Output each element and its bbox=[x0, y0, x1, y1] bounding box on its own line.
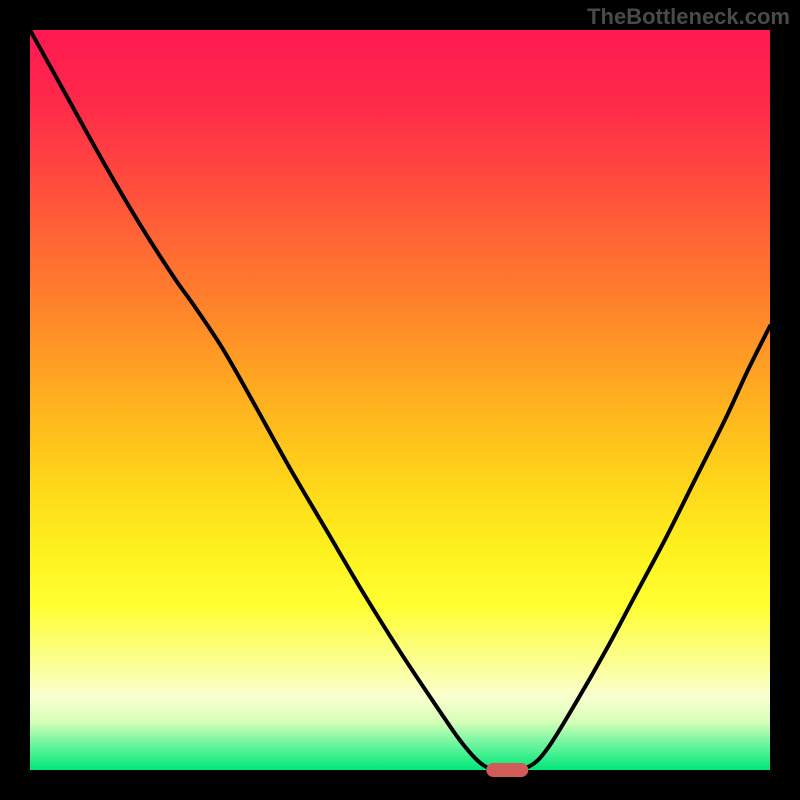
optimal-point-marker bbox=[486, 763, 528, 777]
bottleneck-chart: TheBottleneck.com bbox=[0, 0, 800, 800]
chart-background-gradient bbox=[30, 30, 770, 770]
chart-svg bbox=[0, 0, 800, 800]
